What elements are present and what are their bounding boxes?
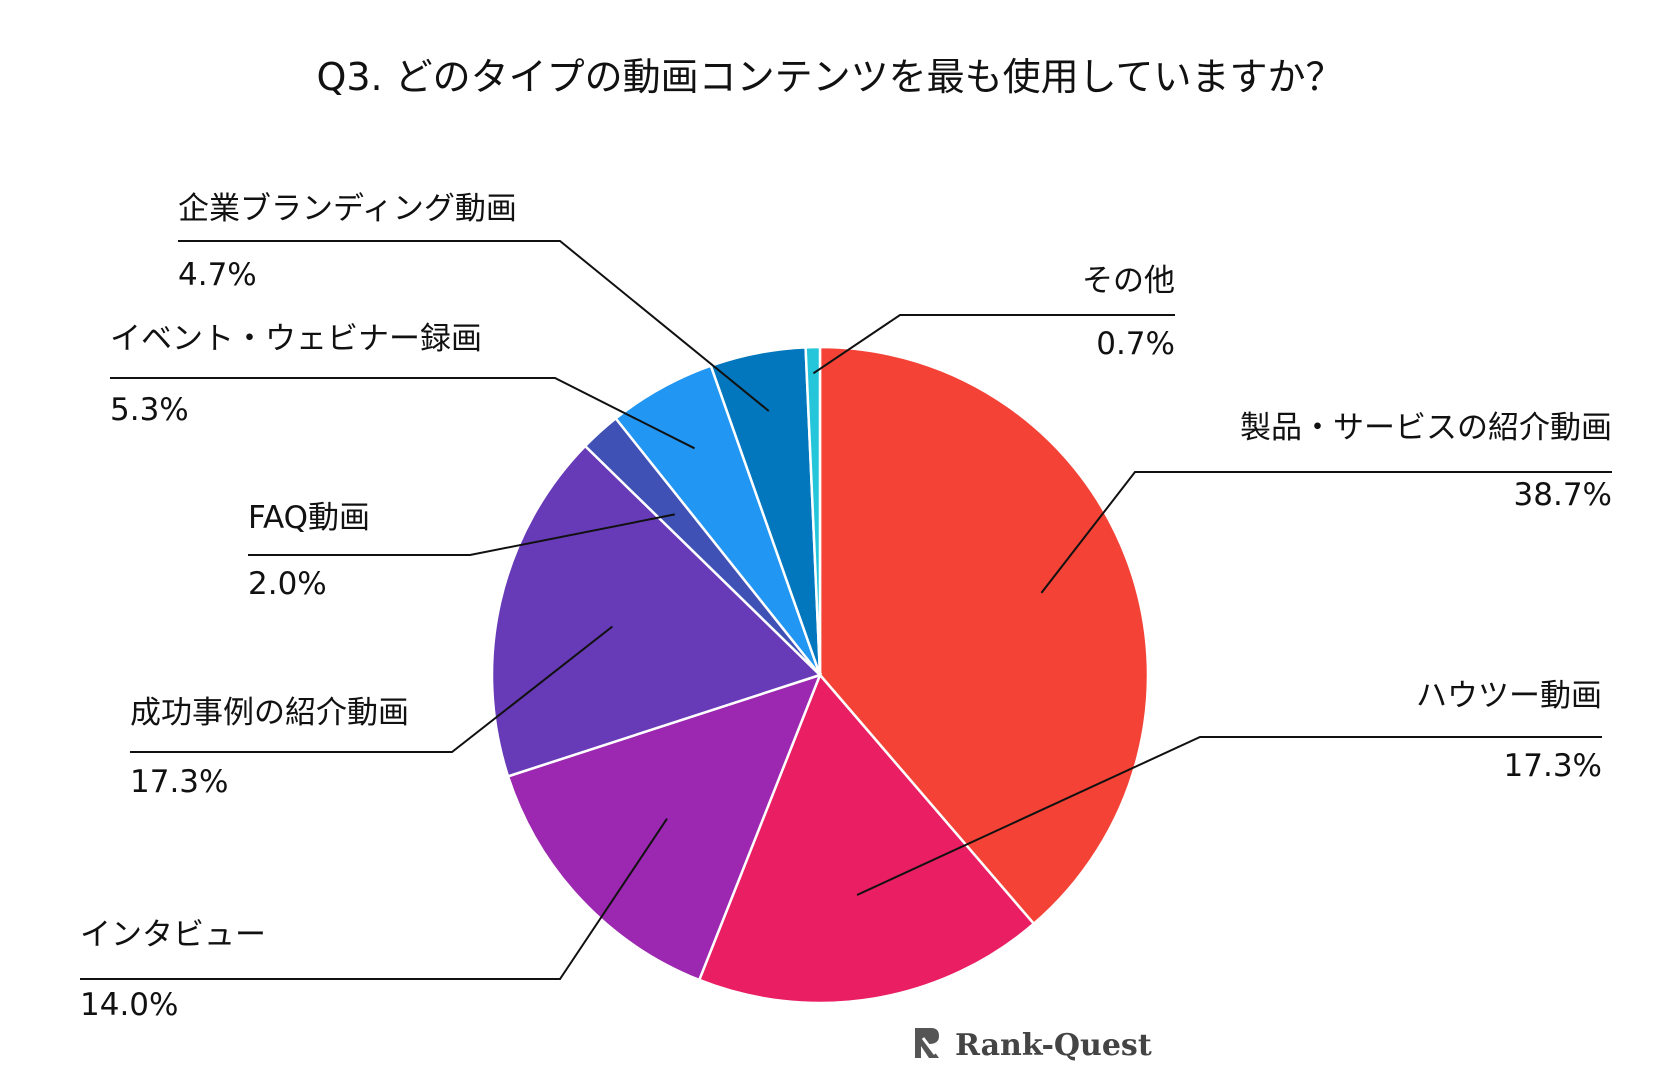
slice-value-label-4: 2.0% — [248, 566, 327, 602]
slice-value-label-2: 14.0% — [80, 987, 178, 1023]
callout-line-7 — [812, 314, 1175, 375]
slice-value-label-5: 5.3% — [110, 392, 189, 428]
slice-label-3: 成功事例の紹介動画 — [130, 695, 409, 731]
slice-label-4: FAQ動画 — [248, 500, 370, 536]
callout-line-1 — [856, 736, 1602, 896]
brand-logo: Rank-Quest — [915, 1028, 1152, 1063]
slice-value-label-6: 4.7% — [178, 257, 257, 293]
slice-label-5: イベント・ウェビナー録画 — [110, 321, 482, 357]
brand-name: Rank-Quest — [955, 1028, 1152, 1063]
callout-line-4 — [248, 513, 675, 556]
callouts: 製品・サービスの紹介動画 38.7% ハウツー動画 17.3% インタビュー 14.0% 成… — [80, 191, 1612, 1023]
slice-label-0: 製品・サービスの紹介動画 — [1240, 410, 1612, 446]
callout-line-3 — [130, 625, 614, 753]
slice-label-6: 企業ブランディング動画 — [178, 191, 517, 227]
callout-line-6 — [178, 240, 770, 412]
slice-label-2: インタビュー — [80, 917, 266, 953]
callout-line-0 — [1040, 471, 1612, 594]
slice-label-1: ハウツー動画 — [1416, 678, 1602, 714]
slice-value-label-3: 17.3% — [130, 764, 228, 800]
slice-value-label-1: 17.3% — [1504, 748, 1602, 784]
callout-line-2 — [80, 818, 668, 980]
rank-quest-logo-icon — [915, 1028, 939, 1058]
slice-value-label-0: 38.7% — [1514, 477, 1612, 513]
callout-line-5 — [110, 377, 695, 450]
pie-slice-0 — [818, 345, 1150, 926]
chart-title: Q3. どのタイプの動画コンテンツを最も使用していますか？ — [316, 55, 1343, 99]
pie-slices — [490, 345, 1150, 1005]
pie-slice-1 — [697, 672, 1036, 1005]
pie-slice-3 — [490, 444, 823, 778]
slice-label-7: その他 — [1082, 263, 1175, 299]
slice-value-label-7: 0.7% — [1096, 326, 1175, 362]
pie-slice-7 — [804, 345, 822, 676]
